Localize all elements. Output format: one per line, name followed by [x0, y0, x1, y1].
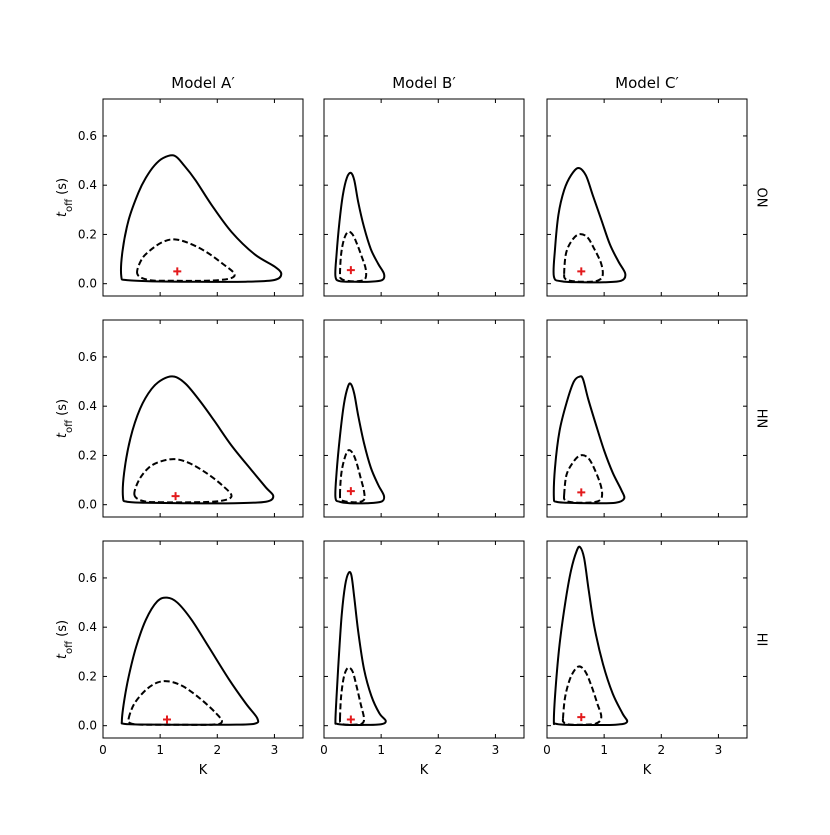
- contour-outer-hn-1: [121, 375, 275, 505]
- xtick-label-hi-1-1: 1: [156, 743, 164, 757]
- panel-frame-hn-2: [323, 319, 525, 518]
- ytick-label-hn-1-0: 0.0: [78, 498, 97, 512]
- panel-frame-hi-2: [323, 540, 525, 739]
- ylabel-hn: toff (s): [55, 399, 75, 438]
- ytick-label-hi-1-3: 0.6: [78, 571, 97, 585]
- xtick-label-hi-2-0: 0: [320, 743, 328, 757]
- best-fit-marker-on-2: [346, 266, 355, 275]
- ytick-label-on-1-1: 0.2: [78, 227, 97, 241]
- panel-frame-hn-3: [546, 319, 748, 518]
- contour-inner-on-1: [136, 238, 236, 282]
- ytick-label-hi-1-0: 0.0: [78, 719, 97, 733]
- ytick-label-on-1-3: 0.6: [78, 129, 97, 143]
- best-fit-marker-hi-1: [163, 715, 171, 724]
- best-fit-marker-hi-3: [577, 713, 586, 722]
- row-label-on: ON: [754, 188, 769, 208]
- ytick-label-on-1-2: 0.4: [78, 178, 97, 192]
- xtick-label-hi-3-0: 0: [543, 743, 551, 757]
- xtick-label-hi-1-0: 0: [99, 743, 107, 757]
- best-fit-marker-hn-3: [577, 488, 586, 497]
- best-fit-marker-hn-1: [171, 492, 180, 501]
- column-title-1: Model A′: [171, 74, 235, 92]
- ylabel-on: toff (s): [55, 178, 75, 217]
- contour-outer-on-2: [334, 171, 386, 283]
- ylabel-hi: toff (s): [55, 620, 75, 659]
- contour-outer-hi-1: [120, 596, 260, 726]
- xtick-label-hi-3-3: 3: [715, 743, 723, 757]
- xtick-label-hi-1-2: 2: [213, 743, 221, 757]
- ytick-label-hn-1-3: 0.6: [78, 350, 97, 364]
- xtick-label-hi-2-1: 1: [377, 743, 385, 757]
- contour-inner-hi-2: [338, 666, 366, 726]
- xtick-label-hi-1-3: 3: [271, 743, 279, 757]
- contour-outer-hn-2: [334, 382, 386, 505]
- contour-inner-on-3: [563, 233, 604, 283]
- contour-inner-hn-1: [133, 458, 233, 504]
- ytick-label-hn-1-2: 0.4: [78, 399, 97, 413]
- panel-frame-hi-3: [546, 540, 748, 739]
- ytick-label-hi-1-2: 0.4: [78, 620, 97, 634]
- best-fit-marker-on-1: [173, 267, 182, 276]
- best-fit-marker-hi-2: [346, 715, 355, 724]
- column-title-3: Model C′: [615, 74, 679, 92]
- contour-outer-hi-2: [334, 570, 387, 726]
- xlabel-hi-3: K: [643, 763, 652, 778]
- ytick-label-hn-1-1: 0.2: [78, 448, 97, 462]
- xtick-label-hi-2-2: 2: [434, 743, 442, 757]
- xlabel-hi-2: K: [420, 763, 429, 778]
- column-title-2: Model B′: [392, 74, 456, 92]
- panel-frame-hi-1: [102, 540, 304, 739]
- contour-outer-on-3: [552, 166, 627, 284]
- panel-frame-on-3: [546, 98, 748, 297]
- best-fit-marker-hn-2: [346, 487, 355, 496]
- row-label-hn: HN: [754, 409, 769, 429]
- contour-inner-hn-2: [338, 449, 366, 504]
- contour-outer-on-1: [120, 154, 283, 283]
- ytick-label-on-1-0: 0.0: [78, 277, 97, 291]
- contour-inner-on-2: [338, 230, 368, 283]
- xtick-label-hi-3-1: 1: [600, 743, 608, 757]
- contour-inner-hi-1: [127, 680, 223, 726]
- panel-frame-on-1: [102, 98, 304, 297]
- xlabel-hi-1: K: [199, 763, 208, 778]
- ytick-label-hi-1-1: 0.2: [78, 669, 97, 683]
- row-label-hi: HI: [754, 633, 769, 647]
- panel-frame-hn-1: [102, 319, 304, 518]
- xtick-label-hi-2-3: 3: [492, 743, 500, 757]
- panel-frame-on-2: [323, 98, 525, 297]
- xtick-label-hi-3-2: 2: [657, 743, 665, 757]
- contour-inner-hn-3: [562, 454, 604, 504]
- best-fit-marker-on-3: [577, 267, 586, 276]
